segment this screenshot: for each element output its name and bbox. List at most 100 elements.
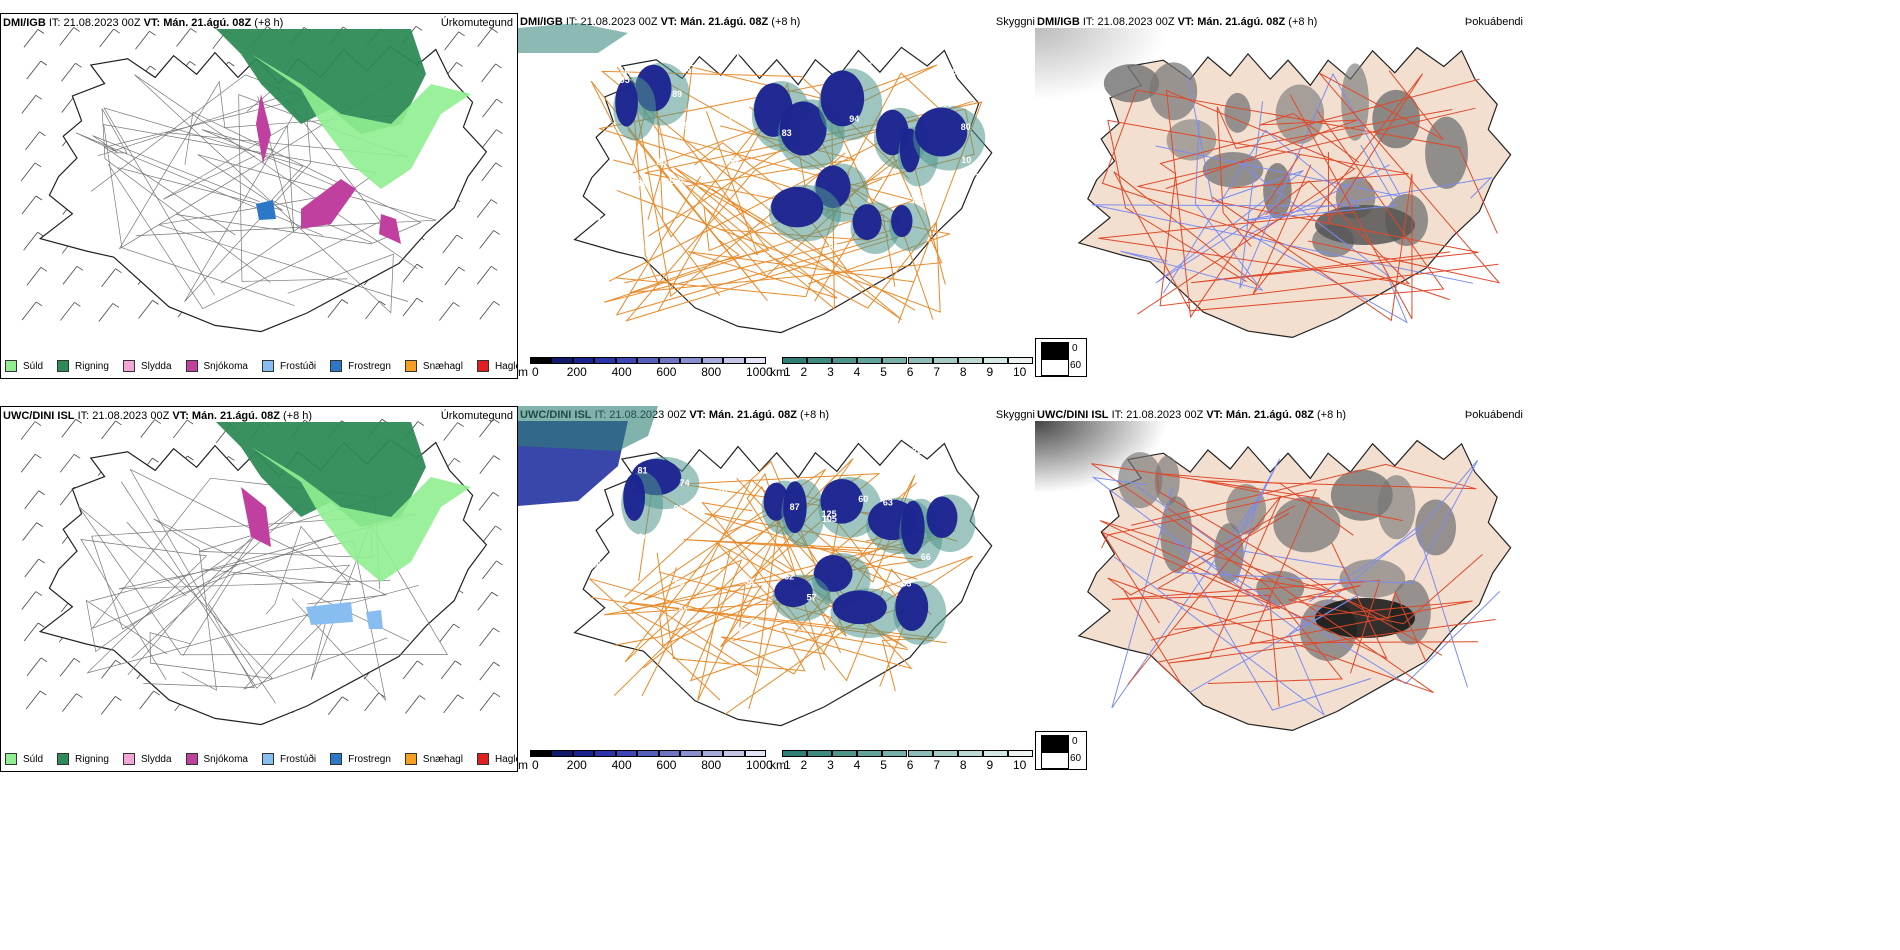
wind-barb-icon (479, 300, 500, 320)
visibility-value: 66 (921, 552, 931, 562)
wind-barb-flag (36, 522, 43, 527)
wind-barb-flag (38, 490, 45, 496)
road-line (1107, 505, 1434, 694)
road-line (624, 66, 844, 284)
wind-barb-flag (456, 234, 464, 240)
wind-barb-flag (76, 266, 84, 271)
visibility-value: 48 (649, 540, 659, 550)
legend-swatch (122, 360, 135, 372)
fog-shade (1339, 559, 1406, 598)
visibility-value: 12 (956, 92, 966, 102)
wind-barb-icon (61, 418, 82, 438)
colorbar-segment (572, 750, 595, 757)
colorbar-segment (907, 750, 933, 757)
wind-barb-icon (21, 591, 42, 610)
wind-barb-flag (228, 61, 235, 67)
wind-barb-flag (228, 456, 235, 461)
wind-barb-flag (495, 525, 502, 531)
wind-barb-icon (405, 695, 426, 714)
wind-barb-shaft (476, 199, 492, 218)
model-name: DMI/IGB (1037, 16, 1080, 28)
fog-legend-swatch (1041, 752, 1069, 769)
wind-barb-shaft (176, 28, 191, 47)
wind-barb-icon (60, 302, 81, 321)
wind-barb-icon (59, 27, 80, 46)
wind-barb-icon (476, 266, 498, 285)
snow-area (256, 94, 271, 164)
precip-map (20, 25, 503, 333)
colorbar-unit: m (518, 365, 528, 379)
road-line (1112, 580, 1381, 707)
wind-barb-flag (493, 455, 500, 460)
wind-barb-shaft (443, 694, 458, 714)
wind-barb-shaft (478, 492, 494, 511)
wind-barb-icon (442, 234, 464, 254)
wind-barb-shaft (479, 661, 495, 681)
wind-barb-shaft (101, 420, 116, 440)
visibility-value: 60 (858, 494, 868, 504)
wind-barb-shaft (479, 301, 495, 320)
visibility-value: 94 (849, 114, 859, 124)
colorbar-tick: 3 (827, 365, 834, 379)
init-time: IT: 21.08.2023 00Z (1111, 409, 1204, 421)
colorbar-segment (615, 750, 638, 757)
colorbar-tick: 4 (853, 365, 861, 379)
river-line (1111, 487, 1259, 709)
visibility-value: 137 (681, 64, 696, 74)
fog-blob (895, 583, 929, 631)
wind-barb-flag (417, 660, 424, 666)
visibility-value: 74 (943, 204, 953, 214)
wind-barb-flag (493, 627, 500, 633)
visibility-value: 143 (729, 48, 744, 58)
panel-title-fog: Þokuábendi (1464, 16, 1523, 28)
legend-item: Frostregn (330, 753, 391, 765)
wind-barb-flag (491, 591, 499, 597)
wind-barb-flag (34, 453, 42, 459)
road-line (126, 521, 274, 680)
road-line (75, 132, 323, 236)
road-line (608, 126, 910, 298)
wind-barb-shaft (482, 98, 497, 118)
visibility-value: 105 (822, 514, 837, 524)
snow-area (241, 487, 271, 547)
wind-barb-icon (21, 195, 43, 215)
wind-barb-flag (456, 62, 463, 67)
colorbar-tick: 1000 (746, 365, 773, 379)
colorbar-tick: 3 (827, 758, 834, 772)
road-line (1098, 180, 1411, 285)
wind-barb-shaft (23, 29, 39, 48)
legend-label: Slydda (140, 753, 172, 765)
wind-barb-flag (493, 230, 500, 235)
river-line (1091, 129, 1474, 294)
fog-legend-label: 60 (1070, 753, 1082, 764)
visibility-value: 10 (961, 155, 971, 165)
visibility-value: 100 (634, 241, 649, 251)
wind-barb-flag (493, 661, 500, 667)
road-line (1131, 463, 1477, 526)
river-line (1155, 76, 1304, 284)
colorbar-tick: 0 (532, 758, 539, 772)
road-line (590, 80, 768, 302)
wind-barb-flag (154, 419, 161, 424)
fog-blob (771, 186, 824, 228)
wind-barb-flag (496, 129, 503, 134)
legend-item: Rigning (57, 753, 109, 765)
legend-label: Snjókoma (203, 360, 248, 372)
wind-barb-shaft (443, 422, 458, 441)
wind-barb-flag (75, 62, 82, 68)
visibility-value: 84 (615, 217, 625, 227)
wind-barb-shaft (21, 301, 37, 321)
panel-header: DMI/IGB IT: 21.08.2023 00Z VT: Mán. 21.á… (1037, 16, 1317, 28)
wind-barb-shaft (479, 692, 495, 712)
colorbar-tick: 1 (784, 758, 791, 772)
wind-barb-shaft (26, 267, 42, 286)
wind-barb-flag (115, 268, 122, 274)
wind-barb-shaft (25, 690, 41, 710)
wind-barb-flag (496, 98, 503, 104)
road-line (202, 525, 352, 615)
road-line (746, 472, 826, 671)
fog-blob (615, 78, 638, 127)
wind-barb-shaft (99, 28, 114, 48)
road-line (1159, 78, 1499, 307)
lead-time: (+8 h) (283, 410, 313, 422)
